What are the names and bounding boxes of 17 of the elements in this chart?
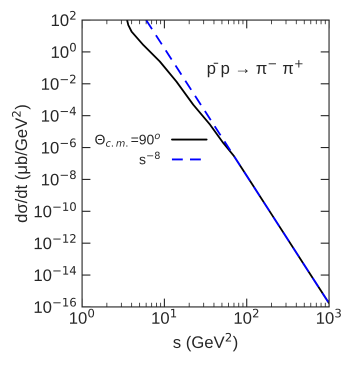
y-tick-label: 10$^{−8}$ (42, 170, 76, 186)
x-axis-title: s (GeV$^{2}$) (173, 332, 238, 352)
y-tick-label: 10$^{−14}$ (34, 266, 76, 282)
y-tick-label: 10$^{−10}$ (34, 202, 76, 218)
x-tick-label: 10$^{2}$ (234, 308, 258, 324)
y-tick-label: 10$^{−12}$ (34, 234, 76, 250)
annotation: p̄ p → π$^{−}$ π$^{+}$ (208, 60, 302, 78)
y-tick-label: 10$^{−4}$ (42, 106, 76, 122)
x-tick-label: 10$^{1}$ (152, 308, 176, 324)
y-axis-title: dσ/dt (μb/GeV$^{2}$) (12, 105, 30, 222)
y-tick-label: 10$^{2}$ (52, 10, 76, 26)
y-tick-label: 10$^{−2}$ (42, 74, 76, 90)
y-tick-label: 10$^{−6}$ (42, 138, 76, 154)
legend-label: Θ$_{c.m.}$=90$^{o}$ (95, 134, 160, 147)
x-tick-label: 10$^{3}$ (316, 308, 341, 324)
y-tick-label: 10$^{0}$ (52, 42, 76, 58)
legend-label: s$^{−8}$ (139, 152, 160, 164)
